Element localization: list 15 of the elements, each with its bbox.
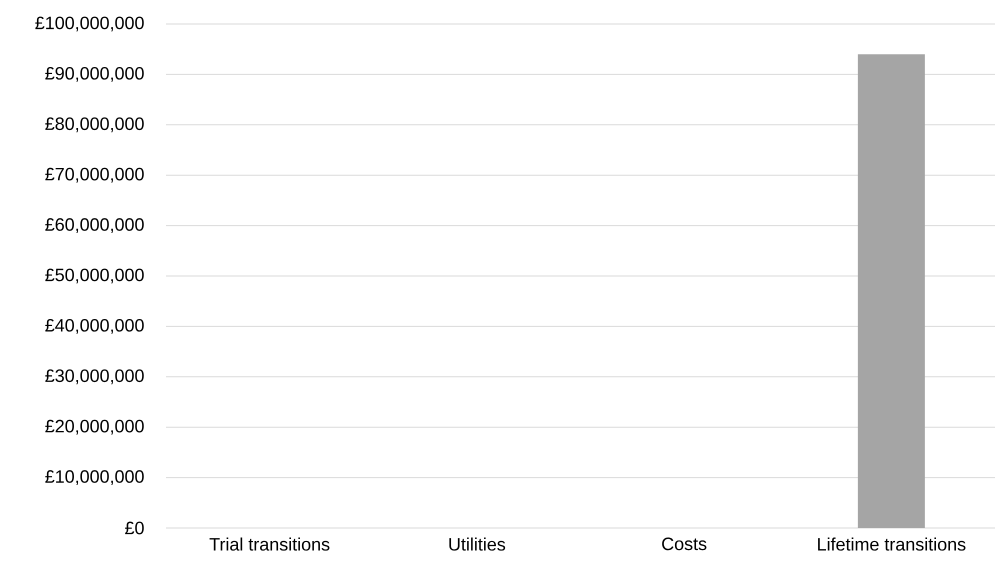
y-tick-label: £10,000,000 <box>45 470 144 486</box>
y-tick-label: £50,000,000 <box>45 268 144 284</box>
y-tick-label: £100,000,000 <box>35 16 144 32</box>
x-tick-label: Trial transitions <box>210 538 330 551</box>
y-tick-label: £70,000,000 <box>45 168 144 183</box>
y-tick-label: £40,000,000 <box>45 318 144 334</box>
y-tick-label: £90,000,000 <box>45 66 144 82</box>
y-tick-label: £30,000,000 <box>45 369 144 384</box>
x-tick-label: Lifetime transitions <box>818 538 966 551</box>
y-tick-label: £0 <box>125 522 144 534</box>
y-tick-label: £60,000,000 <box>45 218 144 234</box>
x-tick-label: Costs <box>662 538 706 550</box>
y-tick-label: £80,000,000 <box>45 117 144 132</box>
x-tick-label: Utilities <box>449 538 506 551</box>
y-tick-label: £20,000,000 <box>45 420 144 435</box>
